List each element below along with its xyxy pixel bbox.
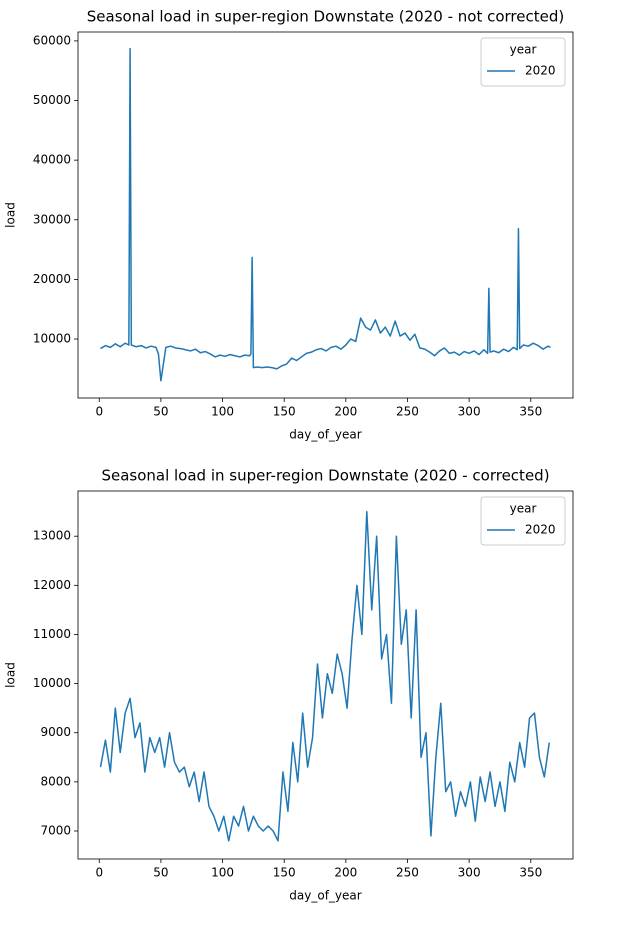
chart-title: Seasonal load in super-region Downstate … <box>87 8 564 26</box>
chart-title: Seasonal load in super-region Downstate … <box>101 467 549 485</box>
x-tick-label: 250 <box>396 405 419 419</box>
legend-box <box>480 37 566 87</box>
legend-title: year <box>510 502 537 516</box>
x-tick-label: 150 <box>273 866 296 880</box>
legend-label: 2020 <box>525 64 556 78</box>
data-line <box>100 47 551 382</box>
y-tick-label: 12000 <box>33 578 71 592</box>
legend-label: 2020 <box>525 523 556 537</box>
x-tick-label: 0 <box>95 405 103 419</box>
x-tick-label: 300 <box>458 405 481 419</box>
x-tick-label: 50 <box>153 405 168 419</box>
x-tick-label: 100 <box>211 405 234 419</box>
y-tick-label: 10000 <box>33 676 71 690</box>
legend-box <box>480 496 566 546</box>
y-tick-label: 10000 <box>33 332 71 346</box>
y-tick-label: 13000 <box>33 529 71 543</box>
data-line <box>99 510 551 842</box>
x-tick-label: 250 <box>396 866 419 880</box>
legend-title: year <box>510 43 537 57</box>
x-tick-label: 350 <box>519 866 542 880</box>
y-axis-label: load <box>4 662 18 688</box>
x-tick-label: 100 <box>211 866 234 880</box>
y-tick-label: 50000 <box>33 93 71 107</box>
x-tick-label: 0 <box>95 866 103 880</box>
y-tick-label: 7000 <box>40 823 71 837</box>
x-tick-label: 50 <box>153 866 168 880</box>
x-tick-label: 200 <box>334 866 357 880</box>
x-axis-label: day_of_year <box>289 889 361 903</box>
y-tick-label: 20000 <box>33 272 71 286</box>
y-tick-label: 30000 <box>33 212 71 226</box>
y-tick-label: 60000 <box>33 33 71 47</box>
y-axis-label: load <box>4 202 18 228</box>
y-tick-label: 40000 <box>33 153 71 167</box>
x-axis-label: day_of_year <box>289 428 361 442</box>
x-tick-label: 300 <box>458 866 481 880</box>
x-tick-label: 350 <box>519 405 542 419</box>
x-tick-label: 200 <box>334 405 357 419</box>
y-tick-label: 8000 <box>40 774 71 788</box>
x-tick-label: 150 <box>273 405 296 419</box>
plot-frame <box>77 490 574 860</box>
y-tick-label: 9000 <box>40 725 71 739</box>
plot-frame <box>77 31 574 399</box>
y-tick-label: 11000 <box>33 627 71 641</box>
